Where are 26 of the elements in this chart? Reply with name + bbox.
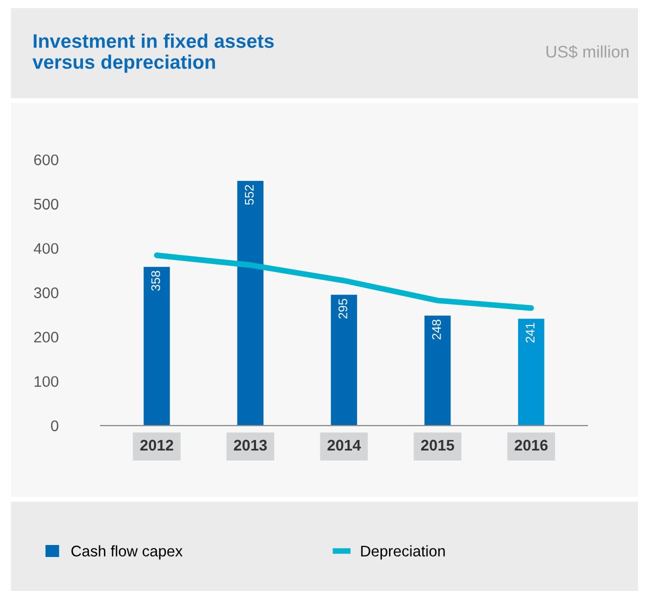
x-tick-label: 2013 <box>234 440 267 451</box>
legend-label: Depreciation <box>361 545 445 560</box>
x-tick-label: 2014 <box>328 440 361 451</box>
y-tick-label: 500 <box>34 198 58 210</box>
data-label: 358 <box>151 270 160 291</box>
x-tick-label: 2012 <box>140 440 174 451</box>
y-tick-label: 100 <box>34 376 58 387</box>
y-tick-label: 400 <box>34 243 58 254</box>
bar <box>330 294 358 426</box>
y-tick-label: 200 <box>34 332 58 343</box>
bar <box>144 266 170 426</box>
y-tick-label: 600 <box>34 154 58 166</box>
bar <box>424 316 451 426</box>
y-tick-label: 300 <box>34 287 58 298</box>
data-label: 295 <box>338 298 348 319</box>
x-tick-label: 2015 <box>421 440 454 451</box>
bar <box>518 318 544 426</box>
legend-label: Cash flow capex <box>71 545 183 560</box>
y-tick-label: 0 <box>51 420 58 432</box>
data-label: 241 <box>526 322 534 342</box>
bar <box>237 180 264 426</box>
x-tick-label: 2016 <box>514 440 548 451</box>
chart-subtitle: US$ million <box>546 45 628 59</box>
data-label: 552 <box>244 185 254 205</box>
chart-title: Investment in fixed assets versus depreciation <box>32 34 274 73</box>
data-label: 248 <box>432 320 441 340</box>
